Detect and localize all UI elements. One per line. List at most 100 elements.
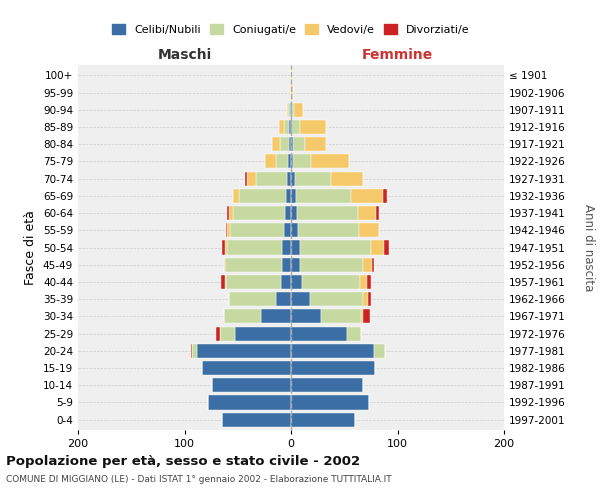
Bar	[291, 137, 293, 152]
Bar	[245, 172, 247, 185]
Bar	[283, 240, 291, 254]
Bar	[368, 292, 371, 306]
Bar	[291, 189, 296, 203]
Bar	[227, 240, 283, 254]
Text: COMUNE DI MIGGIANO (LE) - Dati ISTAT 1° gennaio 2002 - Elaborazione TUTTITALIA.I: COMUNE DI MIGGIANO (LE) - Dati ISTAT 1° …	[6, 475, 392, 484]
Bar	[233, 206, 284, 220]
Bar	[291, 310, 321, 324]
Bar	[291, 120, 292, 134]
Text: Femmine: Femmine	[362, 48, 433, 62]
Bar	[291, 344, 374, 358]
Bar	[292, 102, 294, 117]
Bar	[224, 310, 261, 324]
Bar	[383, 189, 387, 203]
Bar	[298, 223, 359, 238]
Bar	[291, 361, 375, 375]
Bar	[197, 344, 291, 358]
Bar	[286, 189, 291, 203]
Bar	[359, 223, 379, 238]
Bar	[372, 258, 374, 272]
Bar	[291, 86, 293, 100]
Bar	[371, 240, 383, 254]
Bar	[291, 154, 293, 168]
Bar	[291, 223, 298, 238]
Bar	[226, 223, 227, 238]
Bar	[192, 344, 197, 358]
Bar	[291, 326, 347, 340]
Bar	[276, 292, 291, 306]
Y-axis label: Fasce di età: Fasce di età	[25, 210, 37, 285]
Bar	[224, 258, 225, 272]
Bar	[229, 292, 276, 306]
Bar	[291, 378, 364, 392]
Bar	[272, 137, 280, 152]
Bar	[291, 206, 298, 220]
Bar	[364, 292, 368, 306]
Bar	[293, 137, 305, 152]
Bar	[321, 310, 361, 324]
Bar	[310, 292, 364, 306]
Bar	[217, 326, 220, 340]
Bar	[225, 258, 283, 272]
Bar	[221, 275, 225, 289]
Text: Maschi: Maschi	[157, 48, 212, 62]
Bar	[299, 258, 364, 272]
Bar	[288, 102, 290, 117]
Bar	[294, 102, 303, 117]
Bar	[291, 68, 292, 82]
Bar	[358, 206, 376, 220]
Bar	[383, 240, 389, 254]
Bar	[291, 275, 302, 289]
Bar	[284, 120, 289, 134]
Bar	[225, 275, 226, 289]
Bar	[227, 206, 229, 220]
Bar	[222, 240, 225, 254]
Text: Popolazione per età, sesso e stato civile - 2002: Popolazione per età, sesso e stato civil…	[6, 455, 360, 468]
Bar	[281, 275, 291, 289]
Bar	[287, 172, 291, 185]
Bar	[202, 361, 291, 375]
Bar	[360, 275, 367, 289]
Bar	[280, 137, 289, 152]
Bar	[230, 223, 284, 238]
Bar	[229, 206, 233, 220]
Bar	[288, 154, 291, 168]
Bar	[235, 326, 291, 340]
Bar	[291, 102, 292, 117]
Bar	[239, 189, 286, 203]
Bar	[226, 275, 281, 289]
Y-axis label: Anni di nascita: Anni di nascita	[582, 204, 595, 291]
Bar	[347, 326, 361, 340]
Bar	[261, 310, 291, 324]
Bar	[220, 326, 235, 340]
Bar	[284, 223, 291, 238]
Bar	[222, 412, 291, 426]
Bar	[265, 154, 276, 168]
Bar	[350, 189, 383, 203]
Bar	[291, 412, 355, 426]
Bar	[299, 240, 371, 254]
Bar	[289, 137, 291, 152]
Bar	[290, 102, 291, 117]
Bar	[302, 275, 360, 289]
Bar	[374, 344, 385, 358]
Bar	[298, 206, 358, 220]
Bar	[283, 258, 291, 272]
Bar	[289, 120, 291, 134]
Bar	[227, 223, 230, 238]
Bar	[293, 154, 311, 168]
Bar	[291, 258, 299, 272]
Bar	[276, 154, 288, 168]
Bar	[295, 172, 331, 185]
Bar	[279, 120, 284, 134]
Bar	[191, 344, 192, 358]
Bar	[287, 102, 288, 117]
Bar	[361, 310, 364, 324]
Bar	[364, 258, 372, 272]
Bar	[284, 206, 291, 220]
Bar	[208, 396, 291, 409]
Bar	[233, 189, 239, 203]
Bar	[291, 396, 369, 409]
Bar	[331, 172, 364, 185]
Bar	[291, 292, 310, 306]
